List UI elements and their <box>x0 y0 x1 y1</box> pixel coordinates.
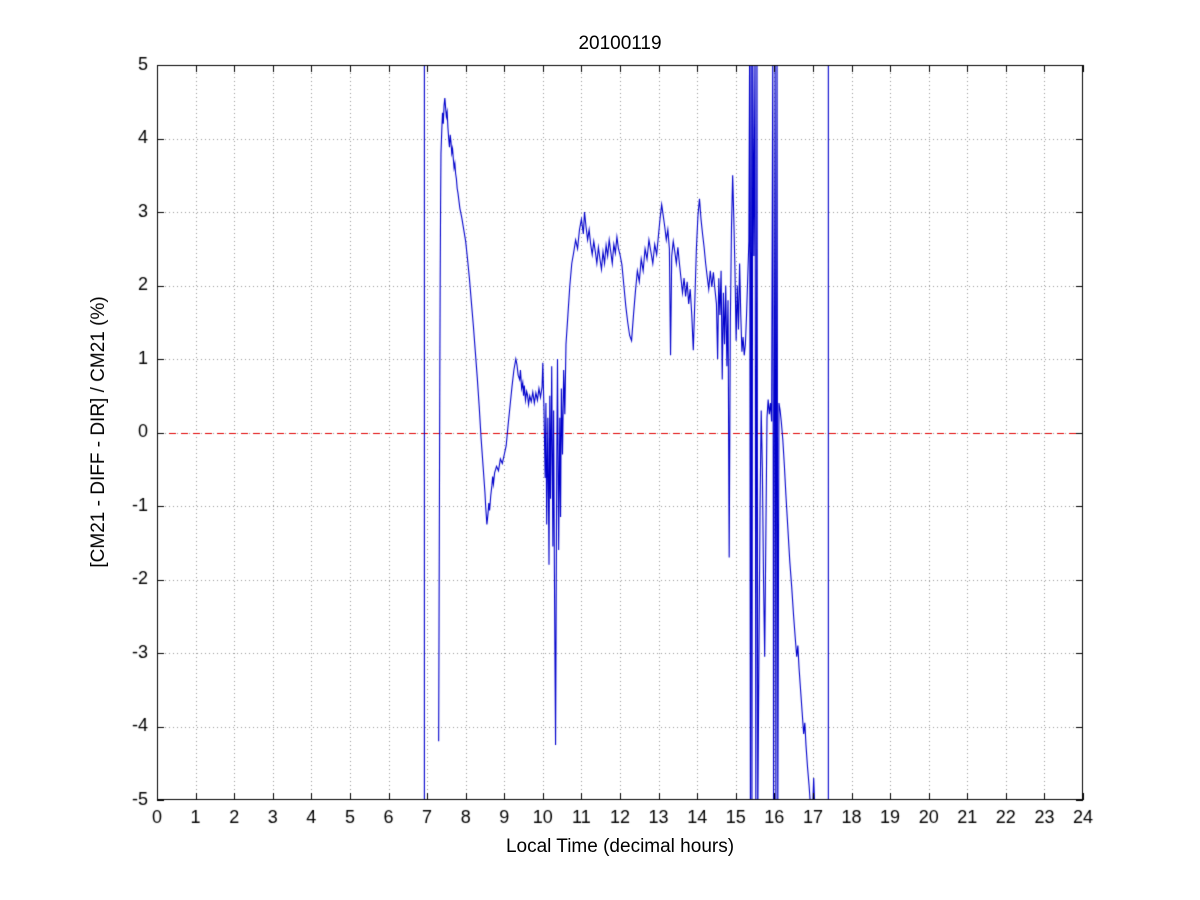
chart-title: 20100119 <box>578 33 662 54</box>
x-axis-label: Local Time (decimal hours) <box>505 836 735 857</box>
y-axis-label: [CM21 - DIFF - DIR] / CM21 (%) <box>88 296 109 568</box>
